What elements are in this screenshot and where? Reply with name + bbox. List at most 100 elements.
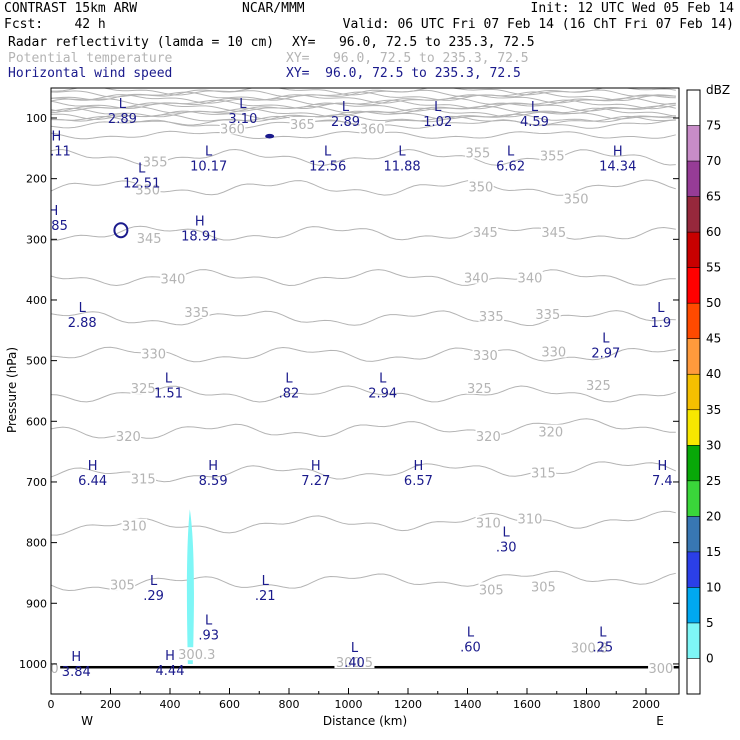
x-axis-title: Distance (km): [323, 714, 407, 728]
isentrope-label-bg: [136, 231, 162, 245]
isentrope-label-bg: [109, 577, 136, 591]
wind-extremum-value: .30: [496, 541, 517, 556]
isentrope-label: 300.8: [571, 642, 608, 657]
isentrope-label-bg: [115, 428, 142, 442]
wind-extremum-type: H: [208, 459, 218, 474]
colorbar-swatch: [687, 232, 700, 268]
wind-extremum-type: H: [195, 214, 205, 229]
plot-frame: [50, 87, 680, 695]
isentrope-label-bg: [540, 344, 567, 358]
isentrope-label-bg: [468, 179, 494, 193]
isentrope-label-bg: [563, 191, 589, 205]
y-tick-label: 600: [26, 415, 47, 428]
wind-extremum-type: L: [398, 145, 406, 160]
wind-extremum-type: L: [351, 641, 359, 656]
y-tick-label: 900: [26, 597, 47, 610]
isentrope-label-bg: [475, 428, 502, 442]
isentrope-label-bg: [176, 647, 217, 661]
isentrope-label: 340: [161, 273, 186, 288]
wind-extremum-value: 6.62: [496, 160, 525, 175]
isentrope-label-bg: [538, 424, 564, 438]
isentrope-label-bg: [183, 305, 210, 319]
isentrope-upper: [51, 94, 676, 104]
isentrope-label: 335: [184, 306, 209, 321]
colorbar-swatch: [687, 658, 700, 694]
wind-extremum-value: 8.59: [199, 474, 228, 489]
x-tick-label: 1400: [454, 698, 482, 711]
isentrope-305: [51, 570, 676, 592]
isentrope-label-bg: [517, 511, 543, 525]
wind-extremum-value: 1.51: [154, 387, 183, 402]
wind-extremum-value: 4.59: [520, 115, 549, 130]
west-label: W: [81, 714, 93, 728]
wind-extremum-type: L: [602, 332, 610, 347]
isentrope-label: 0: [50, 662, 58, 677]
isentrope-label: 345: [541, 226, 566, 241]
isentrope-label: 340: [464, 272, 489, 287]
colorbar-tick-label: 25: [706, 474, 721, 488]
colorbar-swatch: [687, 338, 700, 375]
wind-extremum-type: L: [138, 162, 146, 177]
colorbar-title: dBZ: [706, 83, 730, 97]
y-tick-label: 700: [26, 476, 47, 489]
colorbar-tick-label: 30: [706, 438, 721, 452]
isentrope-label-bg: [142, 154, 168, 168]
init-time: Init: 12 UTC Wed 05 Feb 14: [530, 1, 735, 16]
isentrope-label: 300.5: [336, 656, 373, 671]
isentrope-label: 320: [538, 426, 563, 441]
wind-extremum-value: 10.17: [190, 160, 227, 175]
colorbar-swatch: [687, 196, 700, 233]
wind-extremum-value: .40: [344, 656, 365, 671]
field-theta-name: Potential temperature: [8, 51, 173, 66]
colorbar-swatch: [687, 480, 700, 517]
east-label: E: [656, 714, 664, 728]
wind-extremum-type: L: [285, 372, 293, 387]
isentrope-335: [51, 310, 676, 327]
wind-extremum-type: L: [503, 526, 511, 541]
wind-extremum-type: L: [119, 97, 127, 112]
y-tick-label: 100: [26, 112, 47, 125]
wind-extremum-type: L: [239, 97, 247, 112]
isentrope-upper: [51, 113, 676, 123]
x-tick-label: 1000: [335, 698, 363, 711]
wind-extremum-type: L: [262, 574, 270, 589]
colorbar-tick-label: 15: [706, 545, 721, 559]
model-title: CONTRAST 15km ARW: [4, 1, 138, 16]
isentrope-label: 360: [220, 122, 245, 137]
wind-extremum-value: .29: [143, 589, 164, 604]
colorbar-swatch: [687, 587, 700, 623]
isentrope-label: 315: [131, 472, 156, 487]
wind-extremum-value: .25: [593, 641, 614, 656]
wind-extremum-value: 2.94: [368, 387, 397, 402]
isentrope-label: 320: [476, 430, 501, 445]
isentrope-label-bg: [334, 655, 375, 669]
wind-extremum-type: H: [51, 130, 61, 145]
isentrope-340: [51, 269, 676, 287]
isentrope-label: 320: [116, 430, 141, 445]
isentrope-label: 355: [143, 156, 168, 171]
field-wind-name: Horizontal wind speed: [8, 66, 173, 81]
isentrope-label: 365: [290, 118, 315, 133]
wind-extremum-value: .82: [279, 387, 300, 402]
isentrope-label: 310: [476, 517, 501, 532]
isentrope-label: 330: [541, 346, 566, 361]
x-tick-label: 1600: [513, 698, 541, 711]
y-tick-label: 1000: [19, 658, 47, 671]
isentrope-label-bg: [517, 270, 543, 284]
isentrope-label: 300: [648, 662, 673, 677]
isentrope-label: 350: [468, 181, 493, 196]
reflectivity-shading: [186, 509, 194, 664]
wind-extremum-type: H: [657, 459, 667, 474]
isentrope-label: 340: [518, 272, 543, 287]
wind-extremum-type: L: [379, 372, 387, 387]
isentrope-label: 325: [131, 382, 156, 397]
wind-extremum-value: .21: [255, 589, 276, 604]
institution-label: NCAR/MMM: [242, 1, 305, 16]
colorbar-tick-label: 0: [706, 651, 714, 665]
colorbar-swatch: [687, 161, 700, 197]
wind-extremum-type: L: [507, 145, 515, 160]
wind-extremum-type: H: [48, 204, 58, 219]
isentrope-label: 325: [467, 382, 492, 397]
isentrope-label-bg: [130, 471, 157, 485]
y-tick-label: 800: [26, 537, 47, 550]
